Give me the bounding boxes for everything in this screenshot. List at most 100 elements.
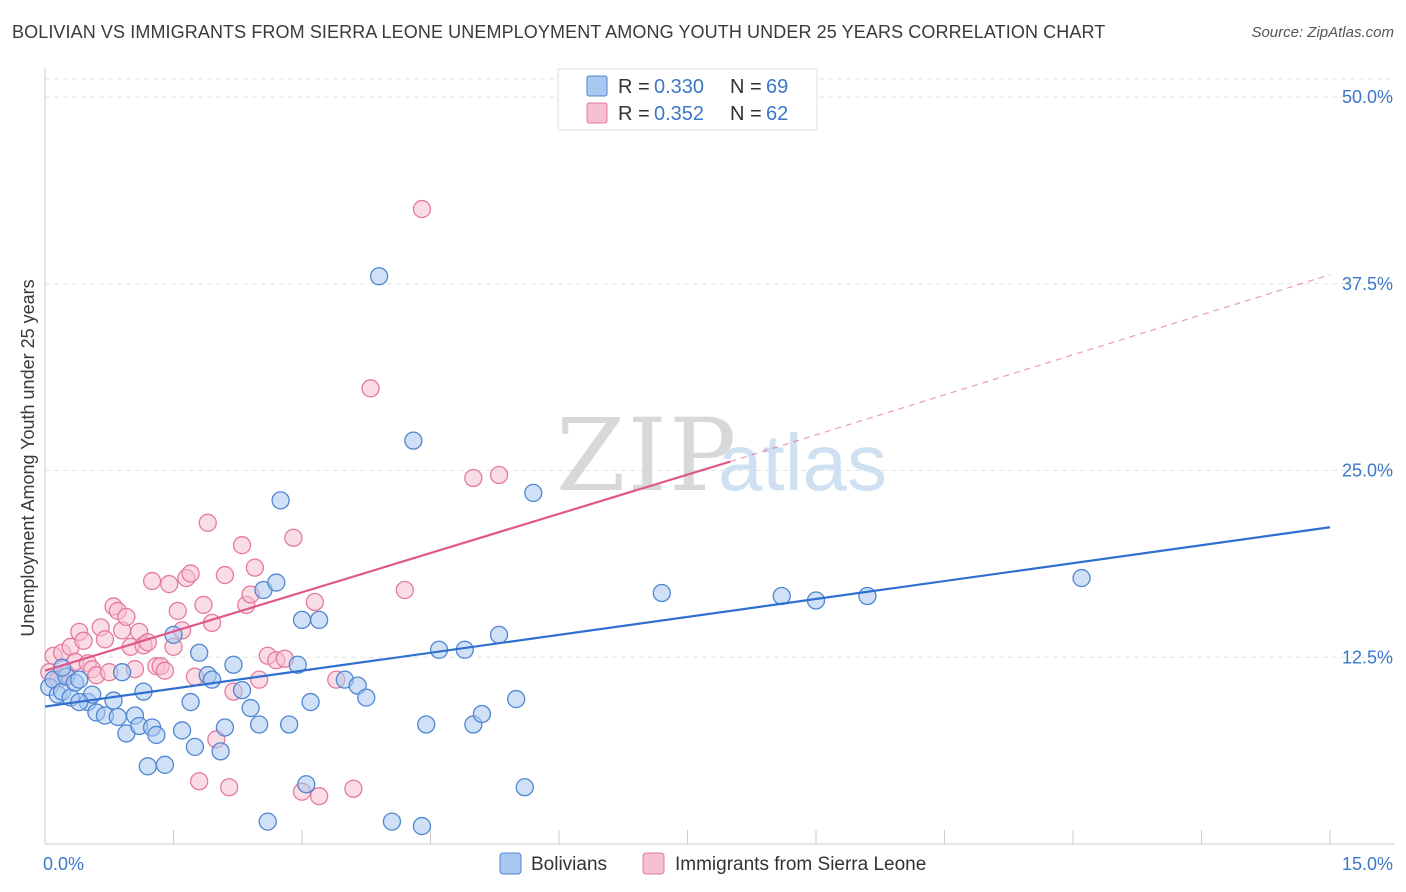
bolivian-point	[108, 707, 127, 727]
bolivian-points	[40, 267, 1091, 836]
bolivian-point	[652, 583, 671, 603]
bolivian-point	[155, 755, 175, 774]
bolivian-point	[279, 715, 299, 734]
bolivians-n-value: 69	[766, 76, 788, 98]
bolivian-point	[211, 742, 230, 761]
sierra-leone-point	[190, 772, 209, 791]
sierra-leone-point	[117, 607, 136, 627]
sierra-leone-point	[284, 528, 303, 547]
bolivian-point	[297, 775, 316, 794]
sierra-leone-point	[168, 601, 187, 621]
chart-source: Source: ZipAtlas.com	[1251, 24, 1394, 41]
sierra-leone-point	[412, 199, 432, 219]
bolivian-point	[267, 573, 286, 592]
sierra-leone-point	[220, 778, 239, 797]
sierra-leone-legend-label: Immigrants from Sierra Leone	[675, 854, 926, 875]
axes	[44, 68, 1395, 845]
sierra-leone-point	[489, 465, 509, 485]
sierra-leone-point	[344, 779, 363, 798]
bolivian-point	[258, 812, 277, 831]
bolivian-point	[147, 725, 166, 745]
y-tick-label: 50.0%	[1342, 87, 1393, 107]
bolivian-trend-line	[44, 526, 1331, 708]
sierra-leone-point	[245, 558, 265, 577]
watermark: ZIP atlas	[556, 397, 887, 514]
bolivian-point	[382, 812, 402, 831]
bolivian-point	[138, 757, 157, 776]
bolivians-n-label: N =	[730, 76, 762, 98]
bolivian-point	[181, 692, 200, 712]
bolivian-point	[215, 718, 235, 737]
sierra-leone-point	[395, 580, 414, 600]
sierra-leone-point	[160, 574, 179, 594]
bolivian-point	[412, 816, 432, 836]
bolivian-point	[292, 610, 312, 630]
bolivian-point	[417, 715, 436, 734]
bolivian-point	[232, 680, 252, 700]
bolivian-point	[489, 625, 509, 644]
bolivian-point	[515, 778, 534, 797]
chart-title: BOLIVIAN VS IMMIGRANTS FROM SIERRA LEONE…	[12, 22, 1106, 42]
bolivian-point	[172, 721, 192, 740]
sierra-leone-trend-line	[44, 460, 731, 672]
sierra-leone-point	[250, 670, 269, 689]
bolivians-legend-label: Bolivians	[531, 854, 607, 875]
sierra-leone-point	[361, 379, 380, 398]
bolivians-r-label: R =	[618, 76, 650, 98]
watermark-atlas: atlas	[718, 418, 887, 507]
sierra-leone-point	[198, 513, 217, 532]
bolivians-bottom-swatch	[499, 852, 522, 875]
bolivian-point	[404, 431, 423, 450]
bolivian-point	[224, 655, 243, 674]
sierra-leone-point	[464, 468, 483, 488]
bolivian-point	[472, 704, 492, 724]
sierra-leone-point	[194, 595, 213, 615]
bolivians-legend-swatch	[586, 75, 608, 97]
sierra-leone-point	[142, 571, 162, 591]
sierra-leone-r-value: 0.352	[654, 103, 704, 125]
bolivian-point	[524, 483, 543, 503]
bolivian-point	[202, 670, 222, 689]
sierra-leone-r-label: R =	[618, 103, 650, 125]
bolivian-point	[1072, 568, 1091, 588]
sierra-leone-trend-extension	[730, 274, 1331, 463]
sierra-leone-point	[309, 787, 329, 806]
bolivian-point	[507, 689, 526, 709]
axis-ticks: 12.5% 25.0% 37.5% 50.0% 0.0% 15.0%	[43, 87, 1393, 874]
watermark-zip: ZIP	[556, 397, 738, 514]
sierra-leone-point	[95, 630, 115, 649]
x-tick-label-max: 15.0%	[1342, 854, 1393, 874]
sierra-leone-point	[232, 536, 252, 555]
sierra-leone-legend-swatch	[586, 102, 608, 124]
bolivian-point	[104, 691, 123, 710]
bolivian-point	[112, 663, 132, 682]
bolivian-point	[190, 643, 209, 662]
sierra-leone-point	[74, 631, 93, 650]
y-axis-label: Unemployment Among Youth under 25 years	[18, 279, 38, 636]
x-tick-label-min: 0.0%	[43, 854, 84, 874]
bolivian-point	[241, 698, 260, 718]
bolivians-r-value: 0.330	[654, 76, 704, 98]
sierra-leone-n-value: 62	[766, 103, 788, 125]
bolivian-point	[357, 688, 376, 707]
sierra-leone-point	[155, 661, 175, 680]
sierra-leone-point	[215, 565, 235, 585]
bolivian-point	[309, 610, 329, 630]
sierra-leone-bottom-swatch	[642, 852, 665, 875]
sierra-leone-n-label: N =	[730, 103, 762, 125]
y-tick-label: 37.5%	[1342, 274, 1393, 294]
bolivian-point	[301, 692, 320, 712]
y-tick-label: 25.0%	[1342, 461, 1393, 481]
y-tick-label: 12.5%	[1342, 647, 1393, 667]
bolivian-point	[250, 715, 269, 734]
bolivian-point	[288, 655, 307, 674]
trend-lines	[44, 274, 1331, 708]
bolivian-point	[271, 491, 290, 510]
bolivian-point	[185, 737, 205, 757]
stats-legend: R = 0.330 N = 69 R = 0.352 N = 62	[557, 68, 818, 131]
sierra-leone-point	[181, 564, 200, 583]
sierra-leone-point	[305, 592, 325, 612]
bolivian-point	[70, 670, 89, 689]
bolivian-point	[369, 267, 389, 286]
